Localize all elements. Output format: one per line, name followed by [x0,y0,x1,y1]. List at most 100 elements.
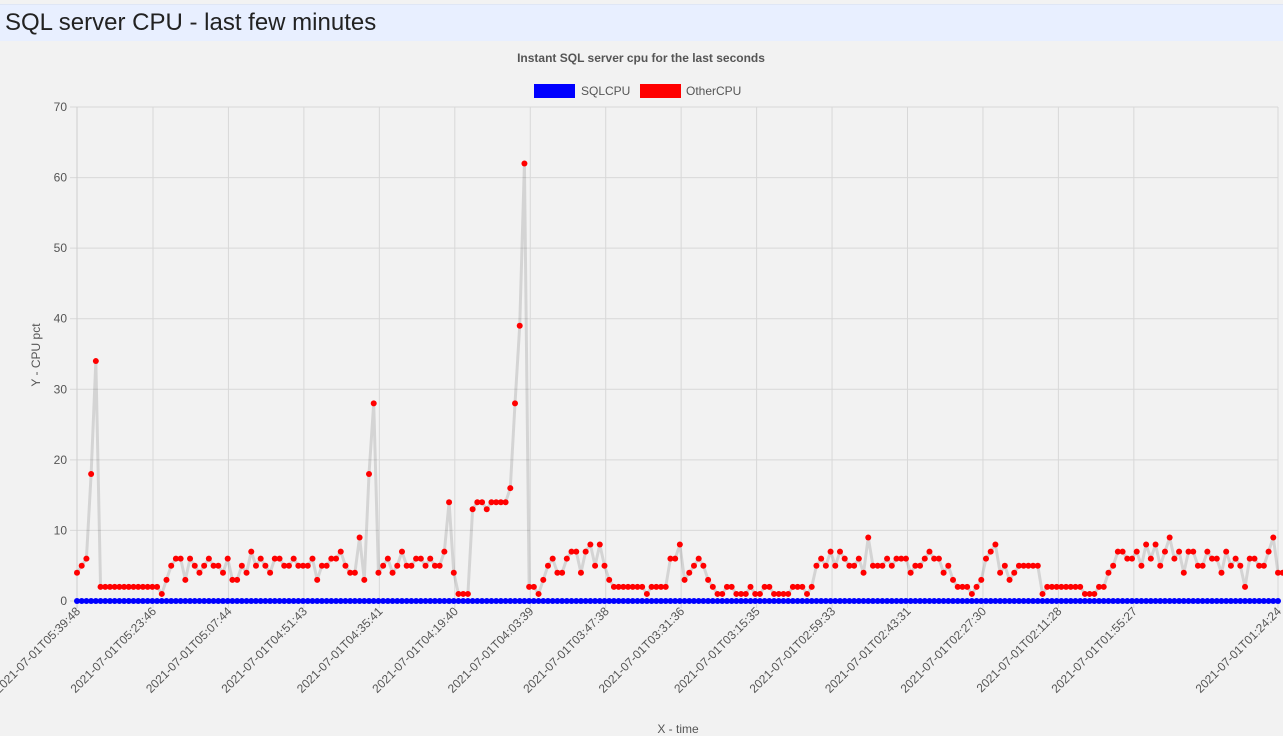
data-point-sqlcpu[interactable] [780,598,787,604]
data-point-othercpu[interactable] [695,555,702,562]
data-point-sqlcpu[interactable] [281,598,288,604]
data-point-othercpu[interactable] [102,583,109,590]
data-point-othercpu[interactable] [1001,562,1008,569]
data-point-sqlcpu[interactable] [982,598,989,604]
data-point-sqlcpu[interactable] [926,598,933,604]
data-point-othercpu[interactable] [860,569,867,576]
data-point-sqlcpu[interactable] [328,598,335,604]
data-point-sqlcpu[interactable] [700,598,707,604]
data-point-othercpu[interactable] [116,583,123,590]
data-point-othercpu[interactable] [417,555,424,562]
data-point-othercpu[interactable] [1185,548,1192,555]
data-point-sqlcpu[interactable] [450,598,457,604]
data-point-sqlcpu[interactable] [479,598,486,604]
data-point-othercpu[interactable] [544,562,551,569]
data-point-othercpu[interactable] [728,583,735,590]
legend-item-sqlcpu[interactable]: SQLCPU [534,84,630,98]
data-point-othercpu[interactable] [676,541,683,548]
data-point-sqlcpu[interactable] [276,598,283,604]
data-point-othercpu[interactable] [992,541,999,548]
data-point-sqlcpu[interactable] [455,598,462,604]
data-point-sqlcpu[interactable] [488,598,495,604]
data-point-othercpu[interactable] [74,569,80,576]
data-point-sqlcpu[interactable] [907,598,914,604]
data-point-sqlcpu[interactable] [775,598,782,604]
data-point-othercpu[interactable] [954,583,961,590]
data-point-othercpu[interactable] [719,590,726,597]
data-point-sqlcpu[interactable] [1218,598,1225,604]
legend-item-othercpu[interactable]: OtherCPU [640,84,741,98]
data-point-sqlcpu[interactable] [1015,598,1022,604]
data-point-othercpu[interactable] [234,576,241,583]
data-point-othercpu[interactable] [964,583,971,590]
data-point-othercpu[interactable] [667,555,674,562]
data-point-sqlcpu[interactable] [290,598,297,604]
data-point-othercpu[interactable] [436,562,443,569]
data-point-othercpu[interactable] [917,562,924,569]
data-point-sqlcpu[interactable] [808,598,815,604]
data-point-sqlcpu[interactable] [210,598,217,604]
data-point-othercpu[interactable] [1129,555,1135,562]
data-point-othercpu[interactable] [912,562,919,569]
data-point-sqlcpu[interactable] [667,598,674,604]
data-point-othercpu[interactable] [205,555,212,562]
data-point-sqlcpu[interactable] [398,598,405,604]
data-point-sqlcpu[interactable] [135,598,142,604]
data-point-othercpu[interactable] [1209,555,1216,562]
data-point-othercpu[interactable] [1020,562,1027,569]
data-point-othercpu[interactable] [252,562,259,569]
data-point-sqlcpu[interactable] [747,598,754,604]
data-point-othercpu[interactable] [502,499,509,506]
data-point-othercpu[interactable] [1204,548,1211,555]
data-point-othercpu[interactable] [1171,555,1178,562]
data-point-othercpu[interactable] [1039,590,1046,597]
data-point-sqlcpu[interactable] [879,598,886,604]
data-point-othercpu[interactable] [1279,569,1283,576]
data-point-othercpu[interactable] [295,562,302,569]
data-point-sqlcpu[interactable] [1058,598,1065,604]
data-point-sqlcpu[interactable] [902,598,909,604]
data-point-sqlcpu[interactable] [874,598,881,604]
data-point-othercpu[interactable] [808,583,815,590]
data-point-sqlcpu[interactable] [1081,598,1088,604]
data-point-sqlcpu[interactable] [507,598,514,604]
data-point-sqlcpu[interactable] [1053,598,1060,604]
data-point-othercpu[interactable] [92,358,99,365]
data-point-sqlcpu[interactable] [865,598,872,604]
data-point-othercpu[interactable] [686,569,693,576]
data-point-othercpu[interactable] [375,569,382,576]
data-point-sqlcpu[interactable] [799,598,806,604]
data-point-sqlcpu[interactable] [351,598,358,604]
data-point-sqlcpu[interactable] [1034,598,1041,604]
data-point-sqlcpu[interactable] [1227,598,1234,604]
data-point-othercpu[interactable] [300,562,307,569]
data-point-othercpu[interactable] [775,590,782,597]
data-point-othercpu[interactable] [771,590,778,597]
data-point-sqlcpu[interactable] [1030,598,1037,604]
data-point-sqlcpu[interactable] [855,598,862,604]
data-point-sqlcpu[interactable] [606,598,613,604]
data-point-sqlcpu[interactable] [620,598,627,604]
data-point-sqlcpu[interactable] [738,598,745,604]
data-point-othercpu[interactable] [705,576,712,583]
data-point-othercpu[interactable] [111,583,118,590]
data-point-sqlcpu[interactable] [568,598,575,604]
data-point-othercpu[interactable] [1251,555,1258,562]
data-point-sqlcpu[interactable] [149,598,156,604]
data-point-sqlcpu[interactable] [1006,598,1013,604]
data-point-sqlcpu[interactable] [526,598,533,604]
data-point-othercpu[interactable] [1213,555,1220,562]
legend[interactable]: SQLCPU OtherCPU [534,84,741,98]
data-point-sqlcpu[interactable] [139,598,146,604]
data-point-othercpu[interactable] [304,562,311,569]
data-point-sqlcpu[interactable] [1025,598,1032,604]
data-point-sqlcpu[interactable] [1124,598,1131,604]
data-point-othercpu[interactable] [874,562,881,569]
data-point-othercpu[interactable] [648,583,655,590]
data-point-othercpu[interactable] [865,534,872,541]
data-point-othercpu[interactable] [1232,555,1239,562]
data-point-othercpu[interactable] [356,534,363,541]
data-point-sqlcpu[interactable] [997,598,1004,604]
data-point-sqlcpu[interactable] [1176,598,1183,604]
data-point-sqlcpu[interactable] [1237,598,1244,604]
